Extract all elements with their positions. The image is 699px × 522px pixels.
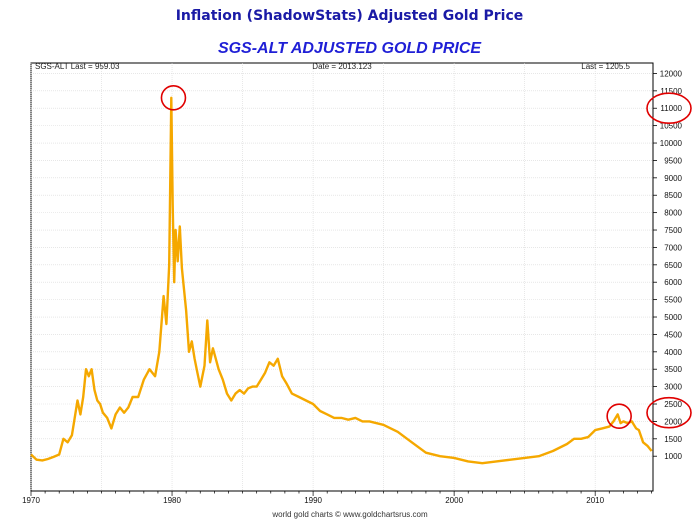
- y-tick-label: 1000: [664, 452, 682, 461]
- y-tick-label: 4000: [664, 348, 682, 357]
- y-tick-label: 9000: [664, 174, 682, 183]
- y-tick-label: 5000: [664, 313, 682, 322]
- y-tick-label: 5500: [664, 296, 682, 305]
- highlight-ellipse-axis: [646, 92, 692, 125]
- chart-title: SGS-ALT ADJUSTED GOLD PRICE: [217, 40, 482, 57]
- grid-lines: [30, 63, 653, 491]
- highlight-ellipse-axis: [646, 396, 692, 429]
- header-left-label: SGS-ALT Last = 959.03: [35, 62, 120, 71]
- page-title: Inflation (ShadowStats) Adjusted Gold Pr…: [175, 8, 524, 24]
- y-axis-ticks: 1000 1500 2000 2500 3000 3500 4000 4500 5000 5500…: [653, 69, 683, 461]
- gold-price-series-line: [30, 96, 653, 465]
- x-tick-label: 2000: [445, 496, 463, 505]
- y-tick-label: 6000: [664, 278, 682, 287]
- y-tick-label: 2000: [664, 417, 682, 426]
- plot-area: [30, 62, 654, 492]
- x-tick-label: 1980: [163, 496, 181, 505]
- highlight-circle: [606, 403, 632, 429]
- y-tick-label: 9500: [664, 156, 682, 165]
- y-tick-label: 1500: [664, 435, 682, 444]
- x-tick-label: 1990: [304, 496, 322, 505]
- source-footer: world gold charts © www.goldchartsrus.co…: [271, 510, 428, 519]
- highlight-circle: [160, 84, 187, 111]
- y-tick-label: 3000: [664, 383, 682, 392]
- header-date-label: Date = 2013.123: [312, 62, 372, 71]
- y-tick-label: 6500: [664, 261, 682, 270]
- y-tick-label: 11500: [660, 87, 682, 96]
- y-tick-label: 7000: [664, 243, 682, 252]
- y-tick-label: 7500: [664, 226, 682, 235]
- y-tick-label: 3500: [664, 365, 682, 374]
- y-tick-label: 11000: [660, 104, 682, 113]
- x-tick-label: 2010: [586, 496, 604, 505]
- highlight-annotations: [160, 84, 692, 429]
- y-tick-label: 10500: [660, 122, 683, 131]
- y-tick-label: 12000: [660, 69, 683, 78]
- y-tick-label: 10000: [660, 139, 683, 148]
- y-tick-label: 2500: [664, 400, 682, 409]
- y-tick-label: 8500: [664, 191, 682, 200]
- header-last-label: Last = 1205.5: [581, 62, 630, 71]
- x-axis-ticks: 1970 1980 1990 2000 2010: [22, 491, 652, 505]
- x-tick-label: 1970: [22, 496, 40, 505]
- y-tick-label: 4500: [664, 330, 682, 339]
- y-tick-label: 8000: [664, 209, 682, 218]
